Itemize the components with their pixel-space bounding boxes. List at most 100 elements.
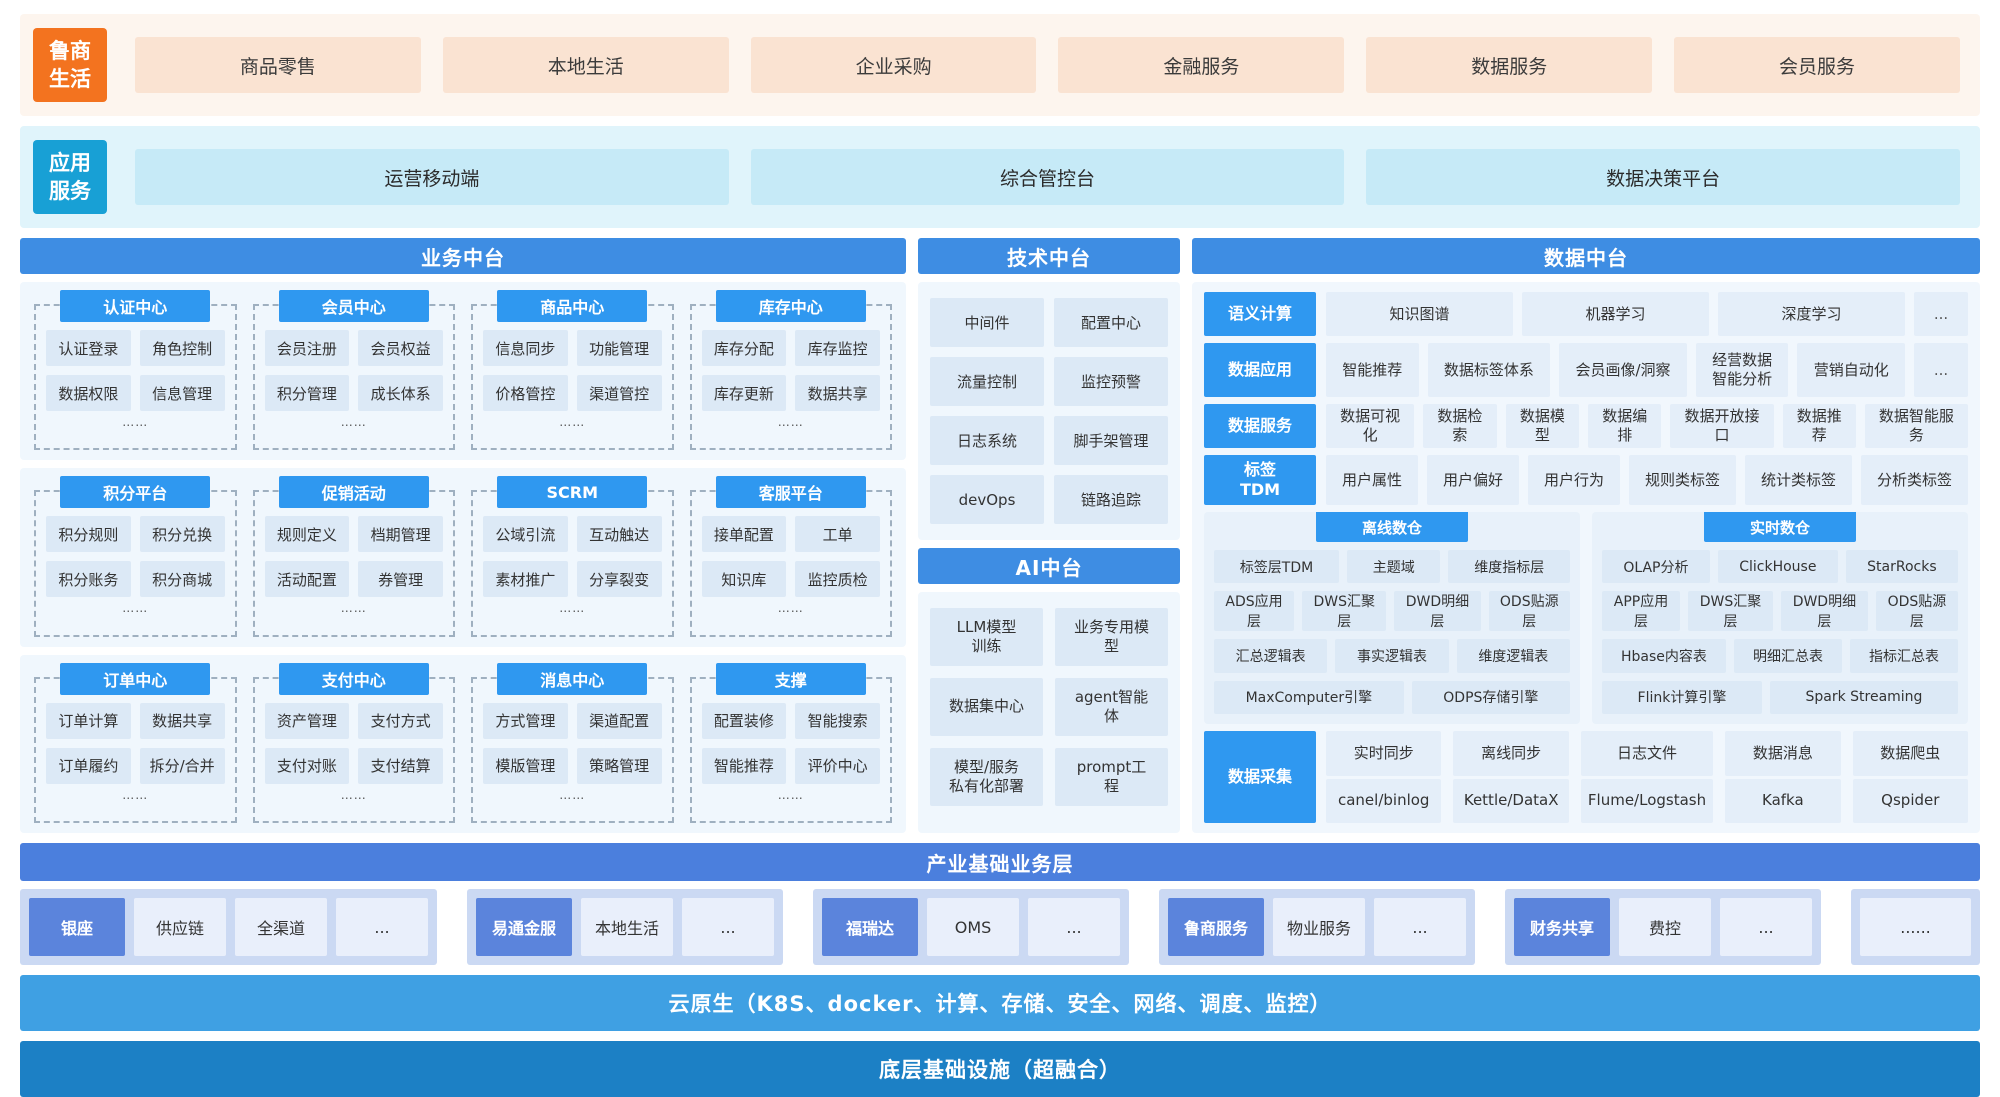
top-banner: 鲁商 生活 商品零售 本地生活 企业采购 金融服务 数据服务 会员服务 <box>20 14 1980 116</box>
group-support: 支撑 配置装修 智能搜索 智能推荐 评价中心 …… <box>689 662 892 823</box>
capability-cell: 配置装修 <box>701 702 787 739</box>
collection-pair: 离线同步 Kettle/DataX <box>1453 731 1569 823</box>
brand-logo: 鲁商 生活 <box>33 28 107 102</box>
capability-cell: 库存监控 <box>795 330 880 366</box>
warehouse-cell: StarRocks <box>1845 550 1958 584</box>
capability-cell: 渠道配置 <box>576 702 662 739</box>
industry-base-layer: 产业基础业务层 银座 供应链 全渠道 ... 易通金服 本地生活 ... 福瑞达… <box>20 843 1980 965</box>
capability-cell: 功能管理 <box>576 330 662 366</box>
ellipsis-cell: ... <box>1914 292 1968 336</box>
tech-platform-panel: 中间件 配置中心 流量控制 监控预警 日志系统 脚手架管理 devOps 链路追… <box>918 282 1180 540</box>
collection-pair: 日志文件 Flume/Logstash <box>1580 731 1714 823</box>
industry-layer-title: 产业基础业务层 <box>20 843 1980 881</box>
capability-cell: 信息同步 <box>483 330 568 366</box>
ellipsis: …… <box>340 601 367 616</box>
collection-type: 数据消息 <box>1725 731 1841 776</box>
industry-groups: 银座 供应链 全渠道 ... 易通金服 本地生活 ... 福瑞达 OMS ...… <box>20 889 1980 965</box>
data-cell: 用户行为 <box>1528 455 1620 505</box>
collection-tool: Kafka <box>1725 778 1841 823</box>
group-title: 会员中心 <box>278 290 429 322</box>
data-cell: 用户属性 <box>1326 455 1418 505</box>
tech-cell: 监控预警 <box>1054 357 1168 406</box>
data-cell: 数据开放接口 <box>1670 404 1774 448</box>
business-panel-2: 积分平台 积分规则 积分兑换 积分账务 积分商城 …… 促销活动 规则定义 档期… <box>20 468 906 647</box>
collection-type: 数据爬虫 <box>1852 731 1969 776</box>
collection-pair: 数据爬虫 Qspider <box>1852 731 1969 823</box>
warehouse-cell: DWS汇聚层 <box>1687 591 1773 632</box>
ellipsis: …… <box>122 415 149 429</box>
ellipsis-cell: ... <box>1374 898 1466 956</box>
data-cell: 营销自动化 <box>1797 343 1906 397</box>
collection-type: 离线同步 <box>1453 731 1569 776</box>
capability-cell: 积分规则 <box>46 516 131 553</box>
infrastructure-bar: 底层基础设施（超融合） <box>20 1041 1980 1097</box>
capability-cell: 信息管理 <box>139 375 225 411</box>
group-title: 认证中心 <box>60 290 211 322</box>
app-services-label: 应用 服务 <box>33 140 107 214</box>
tab-data-service: 数据服务 <box>1366 37 1653 93</box>
warehouse-cell: 明细汇总表 <box>1733 639 1842 673</box>
ellipsis-cell: ... <box>682 898 774 956</box>
industry-cell: 本地生活 <box>581 898 673 956</box>
tab-finance-service: 金融服务 <box>1058 37 1345 93</box>
tech-cell: 流量控制 <box>930 357 1044 406</box>
warehouse-cell: APP应用层 <box>1602 591 1680 632</box>
capability-cell: 工单 <box>795 516 880 553</box>
business-panel-1: 认证中心 认证登录 角色控制 数据权限 信息管理 …… 会员中心 会员注册 会员… <box>20 282 906 461</box>
ellipsis: …… <box>559 787 586 802</box>
capability-cell: 积分账务 <box>46 561 131 598</box>
warehouse-cell: Spark Streaming <box>1769 680 1959 714</box>
capability-cell: 拆分/合并 <box>139 747 225 784</box>
group-title: 消息中心 <box>497 662 648 695</box>
cloud-native-bar: 云原生（K8S、docker、计算、存储、安全、网络、调度、监控） <box>20 975 1980 1031</box>
app-console: 综合管控台 <box>750 149 1345 205</box>
warehouse-cell: ADS应用层 <box>1214 591 1295 632</box>
tech-cell: 链路追踪 <box>1054 475 1168 524</box>
data-cell: 数据标签体系 <box>1427 343 1551 397</box>
row-label: 数据采集 <box>1204 731 1316 823</box>
tab-enterprise-procurement: 企业采购 <box>750 37 1037 93</box>
group-lead: 鲁商服务 <box>1168 898 1264 956</box>
tab-retail: 商品零售 <box>135 37 421 93</box>
group-title: 积分平台 <box>60 476 211 509</box>
warehouse-cell: DWD明细层 <box>1394 591 1481 632</box>
realtime-warehouse: 实时数仓 OLAP分析 ClickHouse StarRocks APP应用层 … <box>1592 512 1968 724</box>
data-cell: 数据智能服务 <box>1864 404 1968 448</box>
warehouse-cell: 维度逻辑表 <box>1456 639 1570 673</box>
collection-pair: 数据消息 Kafka <box>1725 731 1841 823</box>
ai-cell: prompt工 程 <box>1055 748 1168 806</box>
tech-cell: 日志系统 <box>930 416 1044 465</box>
ellipsis: …… <box>122 787 149 802</box>
ellipsis-cell: ... <box>1028 898 1120 956</box>
data-cell: 智能推荐 <box>1326 343 1419 397</box>
tech-cell: devOps <box>930 475 1044 524</box>
capability-cell: 数据共享 <box>139 702 225 739</box>
group-finance-share: 财务共享 费控 ... <box>1505 889 1821 965</box>
group-more: ...... <box>1851 889 1980 965</box>
capability-cell: 策略管理 <box>576 747 662 784</box>
capability-cell: 规则定义 <box>264 516 350 553</box>
data-cell: 会员画像/洞察 <box>1559 343 1687 397</box>
group-lushang-service: 鲁商服务 物业服务 ... <box>1159 889 1475 965</box>
warehouse-cell: DWS汇聚层 <box>1302 591 1387 632</box>
app-data-decision-platform: 数据决策平台 <box>1366 149 1961 205</box>
row-label: 标签 TDM <box>1204 455 1316 505</box>
data-cell: 数据推荐 <box>1782 404 1856 448</box>
capability-cell: 知识库 <box>701 561 787 598</box>
capability-cell: 订单计算 <box>46 702 131 739</box>
data-cell: 数据模型 <box>1505 404 1580 448</box>
group-lead: 财务共享 <box>1514 898 1610 956</box>
data-cell: 数据可视化 <box>1326 404 1415 448</box>
tab-member-service: 会员服务 <box>1674 37 1960 93</box>
group-promotion: 促销活动 规则定义 档期管理 活动配置 券管理 …… <box>252 476 455 637</box>
group-title: 订单中心 <box>60 662 211 695</box>
capability-cell: 活动配置 <box>264 561 350 598</box>
group-title: 客服平台 <box>715 476 866 509</box>
capability-cell: 会员权益 <box>358 330 443 366</box>
group-member-center: 会员中心 会员注册 会员权益 积分管理 成长体系 …… <box>252 290 455 451</box>
ai-cell: 数据集中心 <box>930 678 1043 736</box>
ai-cell: agent智能 体 <box>1055 678 1168 736</box>
capability-cell: 资产管理 <box>264 702 350 739</box>
ai-platform-panel: LLM模型 训练 业务专用模 型 数据集中心 agent智能 体 模型/服务 私… <box>918 592 1180 833</box>
capability-cell: 积分兑换 <box>139 516 225 553</box>
